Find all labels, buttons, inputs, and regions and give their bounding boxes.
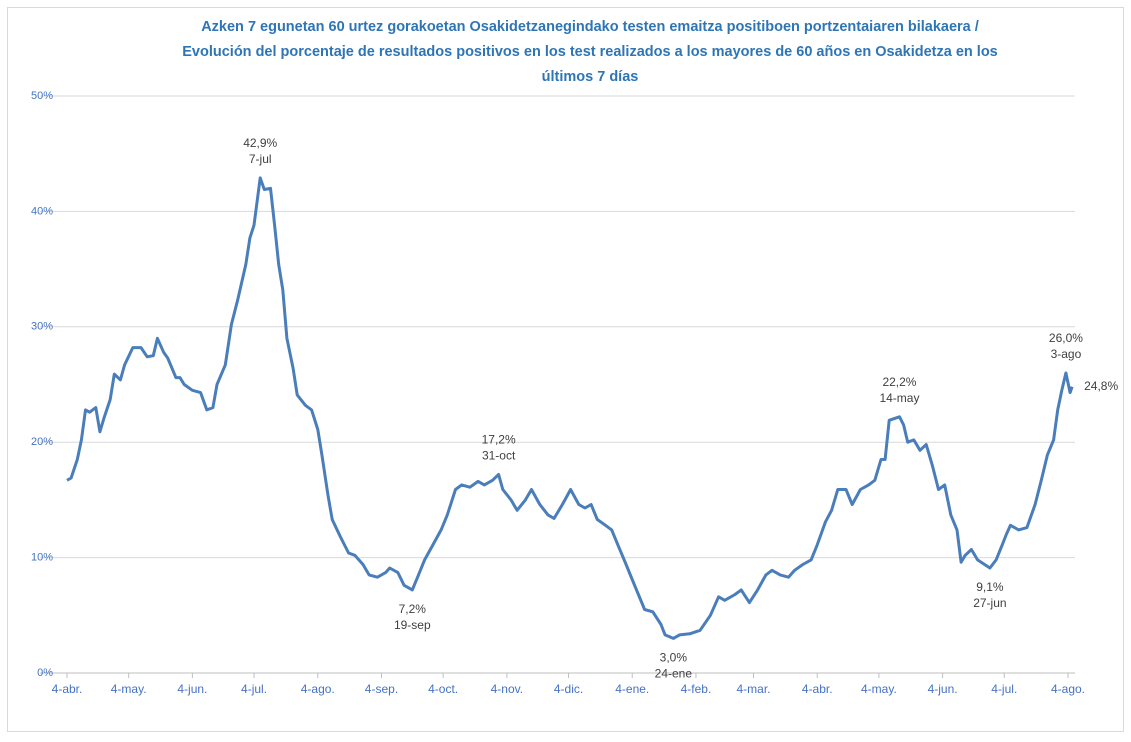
y-tick-label: 30% (31, 321, 53, 333)
x-tick-label: 4-oct. (428, 682, 458, 696)
x-tick-label: 4-ago. (1051, 682, 1085, 696)
chart-title: Evolución del porcentaje de resultados p… (182, 44, 998, 60)
data-line (66, 176, 1074, 640)
y-tick-label: 40% (31, 205, 53, 217)
annotation-date: 3-ago (1051, 347, 1082, 361)
annotation-date: 27-jun (973, 596, 1006, 610)
y-tick-label: 20% (31, 436, 53, 448)
x-tick-label: 4-jun. (177, 682, 207, 696)
x-tick-label: 4-sep. (365, 682, 398, 696)
chart-border (7, 7, 1124, 732)
annotation-value: 24,8% (1084, 379, 1118, 393)
annotation-value: 7,2% (399, 602, 427, 616)
annotation-date: 19-sep (394, 618, 431, 632)
x-tick-label: 4-abr. (802, 682, 833, 696)
x-tick-label: 4-ago. (301, 682, 335, 696)
x-tick-label: 4-abr. (52, 682, 83, 696)
x-tick-label: 4-may. (111, 682, 147, 696)
annotation-value: 17,2% (482, 433, 516, 447)
x-tick-label: 4-may. (861, 682, 897, 696)
chart-title: últimos 7 días (542, 69, 639, 85)
annotation-value: 26,0% (1049, 331, 1083, 345)
x-tick-label: 4-nov. (491, 682, 523, 696)
x-tick-label: 4-dic. (554, 682, 583, 696)
x-tick-label: 4-jul. (991, 682, 1017, 696)
chart-title: Azken 7 egunetan 60 urtez gorakoetan Osa… (201, 19, 979, 35)
annotation-value: 9,1% (976, 580, 1004, 594)
annotation-value: 3,0% (660, 651, 688, 665)
y-tick-label: 50% (31, 90, 53, 102)
annotation-date: 24-ene (655, 667, 693, 681)
x-tick-label: 4-mar. (737, 682, 771, 696)
x-tick-label: 4-ene. (615, 682, 649, 696)
annotation-date: 14-may (879, 391, 919, 405)
annotation-date: 31-oct (482, 449, 516, 463)
x-tick-label: 4-jul. (241, 682, 267, 696)
y-tick-label: 10% (31, 552, 53, 564)
annotation-value: 42,9% (243, 136, 277, 150)
annotation-value: 22,2% (882, 375, 916, 389)
x-tick-label: 4-jun. (928, 682, 958, 696)
y-tick-label: 0% (37, 667, 53, 679)
x-tick-label: 4-feb. (681, 682, 712, 696)
annotation-date: 7-jul (249, 152, 272, 166)
